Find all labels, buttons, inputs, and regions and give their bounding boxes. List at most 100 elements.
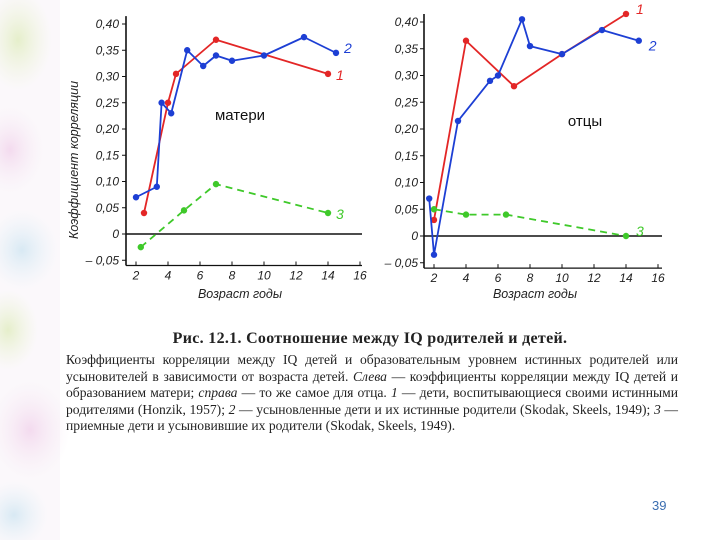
x-tick-label: 12 (289, 269, 303, 283)
data-point-2 (212, 52, 220, 59)
x-tick-label: 14 (619, 271, 633, 285)
decor-blob (0, 106, 44, 194)
y-tick-label: 0,30 (395, 69, 419, 83)
x-tick-label: 2 (132, 269, 140, 283)
y-tick-label: 0,15 (395, 149, 419, 163)
caption-body: Коэффициенты корреляции между IQ детей и… (66, 352, 678, 435)
y-tick-label: 0,10 (395, 176, 419, 190)
x-tick-label: 16 (353, 269, 367, 283)
series-label-2: 2 (648, 38, 657, 54)
x-tick-label: 6 (197, 269, 204, 283)
y-tick-label: 0,15 (96, 148, 120, 162)
caption-text: Коэффициенты корреляции между IQ детей и… (66, 352, 678, 384)
data-point-1 (140, 209, 148, 217)
x-tick-label: 2 (430, 271, 438, 285)
data-point-2 (332, 49, 340, 57)
data-point-1 (462, 37, 470, 44)
data-point-2 (300, 33, 308, 41)
caption-text: — то же самое для отца. (237, 385, 391, 401)
y-tick-label: 0,25 (96, 96, 120, 110)
data-point-2 (486, 77, 494, 85)
series-line-3 (433, 208, 627, 237)
data-point-2 (132, 194, 140, 201)
y-tick-label: 0,40 (395, 15, 419, 29)
data-point-2 (558, 50, 566, 58)
data-point-2 (526, 42, 534, 50)
panel-label: матери (215, 107, 265, 124)
y-tick-label: 0,35 (96, 43, 120, 57)
caption-text: — приемные дети и усыновившие их родител… (66, 401, 678, 434)
data-point-1 (510, 83, 518, 90)
x-tick-label: 8 (527, 271, 534, 285)
caption-text: — дети, воспитывающиеся своими истинными… (66, 385, 678, 417)
x-axis-label: Возраст годы (198, 287, 282, 301)
data-point-2 (635, 37, 642, 44)
decor-blob (0, 290, 38, 370)
y-tick-label: – 0,05 (85, 253, 120, 267)
y-tick-label: 0 (411, 229, 418, 243)
y-tick-label: – 0,05 (384, 256, 419, 270)
series-label-3: 3 (636, 223, 644, 239)
caption-title: Рис. 12.1. Соотношение между IQ родителе… (172, 330, 568, 347)
data-point-2 (228, 57, 236, 64)
data-point-2 (158, 99, 165, 106)
caption-emphasis: 1 (390, 385, 398, 401)
data-point-1 (212, 36, 220, 43)
chart-panel-fathers: 0,40 0,35 0,30 0,25 0,20 0,15 0,10 0,05 0 – 0,05 2… (384, 1, 665, 301)
y-tick-label: 0,30 (96, 70, 120, 84)
y-tick-label: 0 (112, 227, 119, 241)
decor-blob (0, 210, 58, 290)
data-point-3 (324, 209, 332, 217)
decor-blob (0, 380, 70, 480)
caption-text: — усыновленные дети и их истинные родите… (235, 401, 654, 417)
data-point-3 (180, 207, 188, 214)
data-point-2 (184, 47, 191, 54)
x-tick-label: 8 (229, 269, 236, 283)
data-point-3 (137, 243, 144, 251)
caption-text: — коэффициенты корреляции между IQ детей… (66, 368, 678, 401)
y-tick-label: 0,20 (395, 122, 419, 136)
x-tick-label: 12 (587, 271, 601, 285)
caption-emphasis: Слева (352, 368, 387, 384)
data-point-2 (168, 110, 175, 117)
series-line-3 (140, 183, 329, 248)
caption-emphasis: справа (198, 385, 238, 401)
caption-emphasis: 2 (228, 401, 236, 417)
caption-emphasis: 3 (653, 401, 661, 417)
x-tick-label: 4 (165, 269, 172, 283)
series-label-1: 1 (636, 1, 644, 17)
x-tick-label: 10 (555, 271, 569, 285)
y-tick-label: 0,25 (395, 95, 419, 109)
data-point-1 (164, 99, 172, 106)
page-number: 39 (652, 498, 667, 513)
y-tick-label: 0,40 (96, 17, 120, 31)
y-axis-label: Коэффициент корреляции (67, 81, 81, 239)
data-point-2 (426, 195, 433, 202)
y-tick-label: 0,35 (395, 42, 419, 56)
data-point-1 (172, 70, 180, 78)
data-point-3 (622, 232, 630, 240)
x-tick-label: 16 (651, 271, 665, 285)
decor-blob (0, 481, 48, 540)
data-point-3 (212, 180, 220, 188)
data-point-2 (430, 251, 438, 258)
series-label-2: 2 (343, 40, 352, 56)
y-tick-label: 0,10 (96, 175, 120, 189)
data-point-2 (494, 72, 502, 79)
data-point-2 (518, 16, 526, 23)
data-point-1 (622, 10, 630, 18)
data-point-2 (260, 52, 268, 59)
data-point-3 (430, 206, 438, 213)
x-tick-label: 10 (257, 269, 271, 283)
data-point-2 (200, 62, 207, 70)
data-point-3 (462, 211, 470, 218)
y-tick-label: 0,20 (96, 122, 120, 136)
data-point-3 (502, 211, 510, 218)
panel-label: отцы (568, 113, 602, 130)
series-label-1: 1 (336, 67, 344, 83)
chart-panel-mothers: 0,40 0,35 0,30 0,25 0,20 0,15 0,10 0,05 0 – 0,05 2… (67, 16, 367, 301)
data-point-1 (430, 216, 438, 224)
data-point-2 (153, 183, 160, 190)
